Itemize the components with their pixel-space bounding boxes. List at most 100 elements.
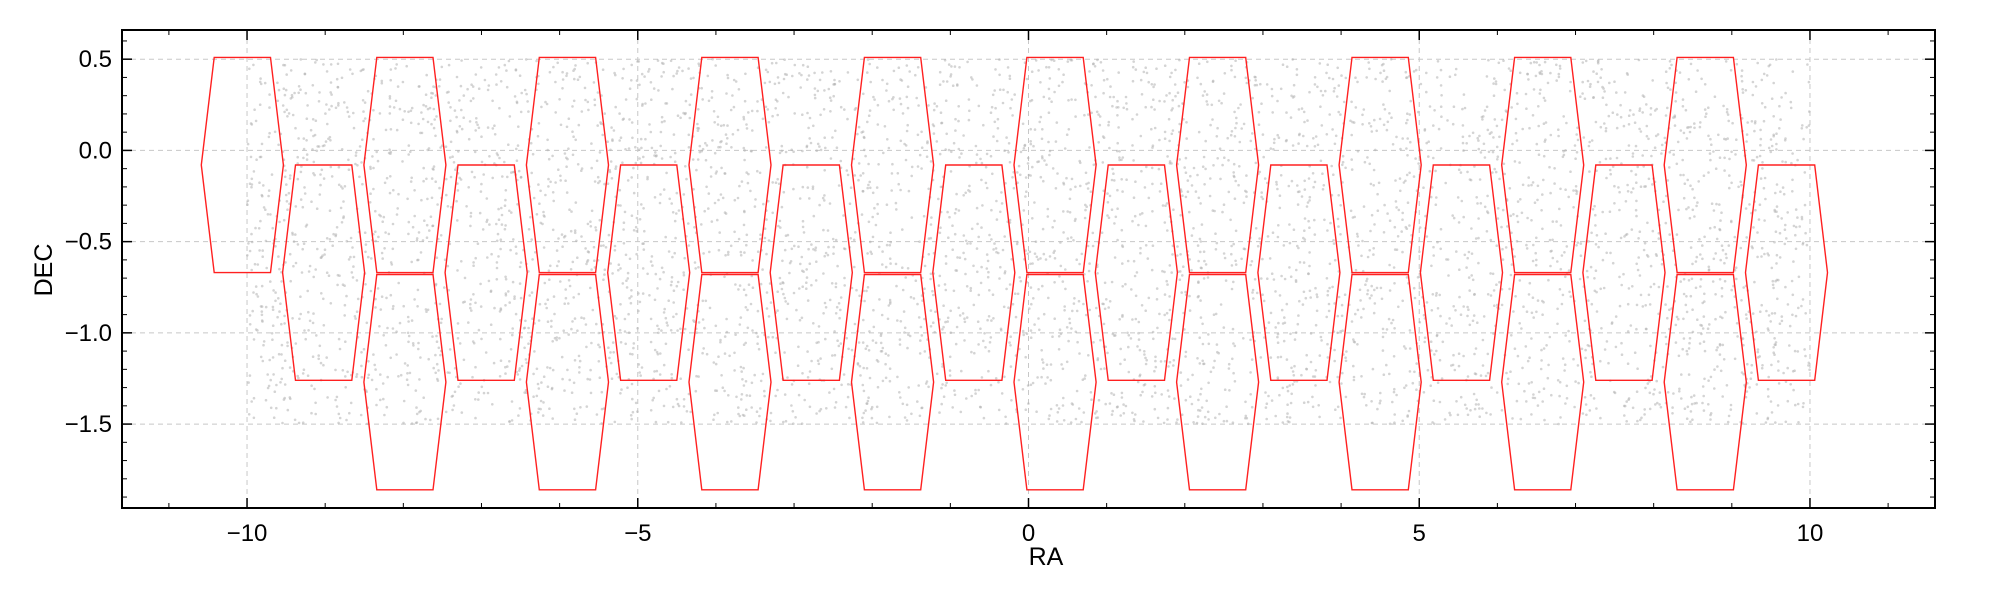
scatter-point	[816, 359, 820, 363]
scatter-point	[867, 183, 870, 187]
scatter-point	[504, 304, 507, 307]
scatter-point	[267, 194, 270, 198]
scatter-point	[329, 81, 333, 84]
scatter-point	[470, 83, 473, 86]
scatter-point	[509, 248, 512, 252]
scatter-point	[659, 193, 662, 196]
scatter-point	[1180, 190, 1183, 193]
scatter-point	[1051, 335, 1054, 339]
scatter-point	[660, 61, 664, 65]
scatter-point	[1638, 230, 1642, 233]
scatter-point	[871, 215, 874, 219]
scatter-point	[1557, 75, 1561, 79]
scatter-point	[889, 240, 892, 244]
scatter-point	[761, 372, 765, 376]
scatter-point	[1355, 232, 1359, 236]
scatter-point	[259, 219, 262, 223]
scatter-point	[1679, 173, 1682, 177]
scatter-point	[720, 374, 723, 377]
scatter-point	[407, 144, 411, 147]
scatter-point	[1567, 269, 1571, 272]
scatter-point	[1078, 352, 1081, 355]
scatter-point	[659, 352, 662, 355]
scatter-point	[260, 313, 264, 317]
scatter-point	[448, 156, 452, 159]
scatter-point	[626, 386, 629, 390]
scatter-point	[1702, 409, 1706, 412]
scatter-point	[1557, 422, 1560, 426]
scatter-point	[504, 365, 507, 369]
scatter-point	[321, 144, 325, 148]
scatter-point	[417, 347, 420, 351]
scatter-point	[1042, 95, 1046, 99]
scatter-point	[1013, 93, 1016, 96]
scatter-point	[1675, 315, 1679, 319]
scatter-point	[1446, 119, 1449, 122]
scatter-point	[354, 154, 358, 157]
scatter-point	[1360, 392, 1364, 396]
grid	[122, 30, 1935, 508]
scatter-point	[1589, 82, 1592, 86]
scatter-point	[721, 386, 725, 390]
scatter-point	[1638, 107, 1642, 110]
scatter-point	[765, 218, 768, 221]
scatter-point	[1144, 309, 1147, 313]
scatter-point	[1514, 117, 1518, 121]
scatter-point	[1231, 421, 1235, 425]
scatter-point	[846, 395, 850, 399]
scatter-point	[1002, 88, 1005, 92]
scatter-point	[665, 387, 668, 391]
scatter-point	[1631, 152, 1635, 155]
scatter-point	[508, 301, 512, 304]
scatter-point	[1110, 413, 1114, 416]
scatter-point	[1539, 367, 1543, 371]
scatter-point	[474, 365, 477, 369]
scatter-point	[989, 154, 993, 158]
scatter-point	[656, 287, 659, 290]
scatter-point	[1365, 76, 1368, 79]
scatter-point	[592, 81, 596, 84]
scatter-point	[345, 239, 349, 243]
scatter-point	[732, 78, 736, 82]
scatter-point	[894, 262, 898, 266]
scatter-point	[1316, 143, 1320, 147]
scatter-point	[1576, 364, 1580, 367]
scatter-point	[939, 226, 942, 229]
scatter-point	[1466, 413, 1470, 417]
scatter-point	[829, 70, 833, 73]
scatter-point	[1318, 354, 1322, 357]
scatter-point	[1404, 179, 1407, 183]
scatter-point	[907, 333, 910, 337]
scatter-point	[876, 202, 879, 206]
scatter-point	[1556, 379, 1560, 382]
scatter-point	[1500, 409, 1504, 412]
scatter-point	[1695, 255, 1699, 259]
scatter-point	[1360, 375, 1363, 378]
scatter-point	[1569, 170, 1572, 173]
scatter-point	[1553, 167, 1556, 170]
scatter-point	[418, 410, 421, 414]
scatter-point	[1648, 407, 1652, 411]
scatter-point	[480, 385, 484, 389]
scatter-point	[297, 421, 301, 425]
scatter-point	[565, 165, 568, 168]
scatter-point	[335, 226, 339, 229]
scatter-point	[1120, 228, 1124, 232]
scatter-point	[1290, 366, 1293, 370]
scatter-point	[1618, 208, 1621, 212]
scatter-point	[379, 398, 382, 402]
scatter-point	[930, 216, 933, 219]
scatter-point	[374, 368, 377, 371]
scatter-point	[896, 319, 899, 322]
scatter-point	[1718, 344, 1722, 347]
scatter-point	[1005, 136, 1008, 139]
scatter-point	[846, 117, 849, 121]
scatter-point	[1647, 137, 1650, 141]
scatter-point	[910, 216, 914, 219]
scatter-point	[573, 229, 577, 232]
scatter-point	[1540, 359, 1543, 362]
scatter-point	[687, 348, 690, 352]
scatter-point	[1388, 219, 1392, 222]
scatter-point	[1626, 183, 1629, 187]
scatter-point	[1134, 413, 1137, 416]
